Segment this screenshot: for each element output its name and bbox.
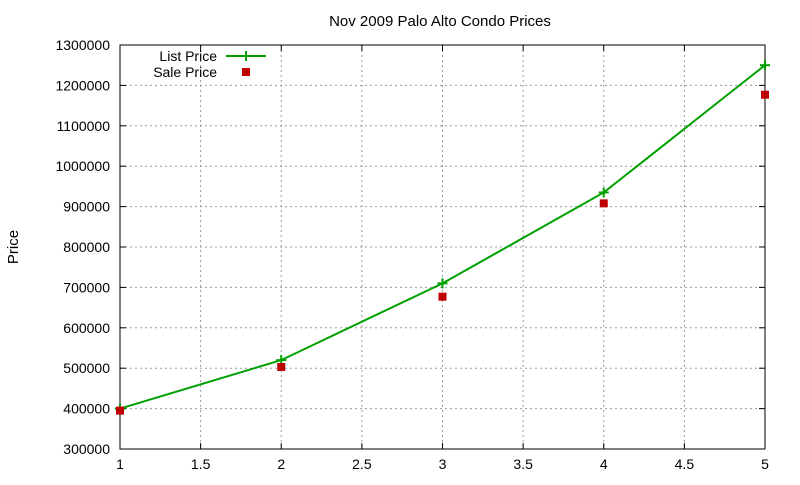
legend-label: Sale Price <box>153 64 217 80</box>
legend-marker <box>242 68 250 76</box>
y-tick-label: 300000 <box>63 441 110 457</box>
axes: 1 1.5 2 2.5 3 3.5 4 4.5 5 300000 400000 500000 60000… <box>55 37 769 472</box>
x-tick-label: 4 <box>600 456 608 472</box>
data-point <box>116 406 124 415</box>
grid <box>120 45 765 449</box>
legend-label: List Price <box>159 48 217 64</box>
x-tick-label: 2 <box>277 456 285 472</box>
x-tick-label: 2.5 <box>352 456 372 472</box>
x-tick-label: 1.5 <box>191 456 211 472</box>
x-tick-label: 5 <box>761 456 769 472</box>
data-point <box>277 362 286 371</box>
x-tick-label: 1 <box>116 456 124 472</box>
y-tick-label: 700000 <box>63 279 110 295</box>
chart-title: Nov 2009 Palo Alto Condo Prices <box>329 13 551 30</box>
y-tick-label: 1300000 <box>55 37 110 53</box>
x-tick-label: 4.5 <box>675 456 695 472</box>
x-tick-label: 3 <box>439 456 447 472</box>
data-point <box>598 187 609 198</box>
plot-border <box>119 44 766 450</box>
series-sale-price <box>116 90 769 415</box>
y-tick-label: 600000 <box>63 320 110 336</box>
data-point <box>760 60 770 71</box>
y-tick-label: 400000 <box>63 401 110 417</box>
y-tick-label: 800000 <box>63 239 110 255</box>
data-point <box>761 90 769 99</box>
data-point <box>437 278 448 289</box>
y-tick-label: 500000 <box>63 360 110 376</box>
y-tick-label: 1200000 <box>55 77 110 93</box>
series-layer <box>115 60 770 415</box>
x-tick-label: 3.5 <box>513 456 533 472</box>
y-tick-label: 1100000 <box>57 118 111 134</box>
y-tick-label: 900000 <box>63 199 110 215</box>
legend-marker <box>241 51 251 61</box>
data-point <box>599 199 608 208</box>
y-axis-label: Price <box>5 230 22 264</box>
data-point <box>438 292 447 301</box>
y-tick-label: 1000000 <box>55 158 110 174</box>
